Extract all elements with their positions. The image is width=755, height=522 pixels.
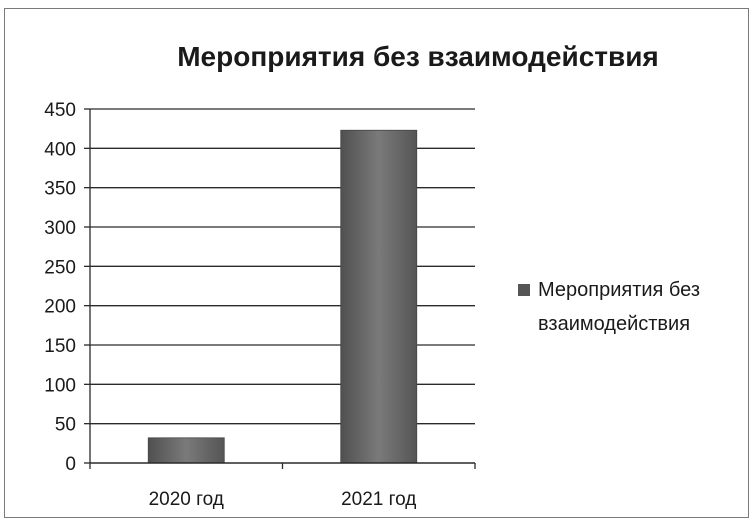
y-tick-label-350: 350 [44,179,76,200]
legend-label-line-2: взаимодействия [538,313,690,335]
legend-swatch [518,284,530,296]
y-tick-label-300: 300 [44,218,76,239]
y-tick-label-400: 400 [44,139,76,160]
bar-2 [340,129,418,464]
legend: Мероприятия без взаимодействия [518,279,700,335]
y-tick-label-100: 100 [44,375,76,396]
gridlines [90,108,475,425]
y-axis-tick-labels: 0 50 100 150 200 250 300 350 400 450 [44,100,91,475]
x-axis-tick-labels: 2020 год 2021 год [149,489,417,510]
y-tick-label-150: 150 [44,336,76,357]
y-tick-label-250: 250 [44,257,76,278]
x-axis [89,462,476,469]
bar-1 [147,437,225,464]
x-tick-label-2: 2021 год [341,489,416,510]
y-tick-label-450: 450 [44,100,76,121]
y-tick-label-200: 200 [44,297,76,318]
y-tick-label-50: 50 [55,415,76,436]
legend-label-line-1: Мероприятия без [538,279,700,301]
x-tick-label-1: 2020 год [149,489,224,510]
y-tick-label-0: 0 [65,454,76,475]
bars [147,129,418,464]
chart-title: Мероприятия без взаимодействия [177,41,659,72]
